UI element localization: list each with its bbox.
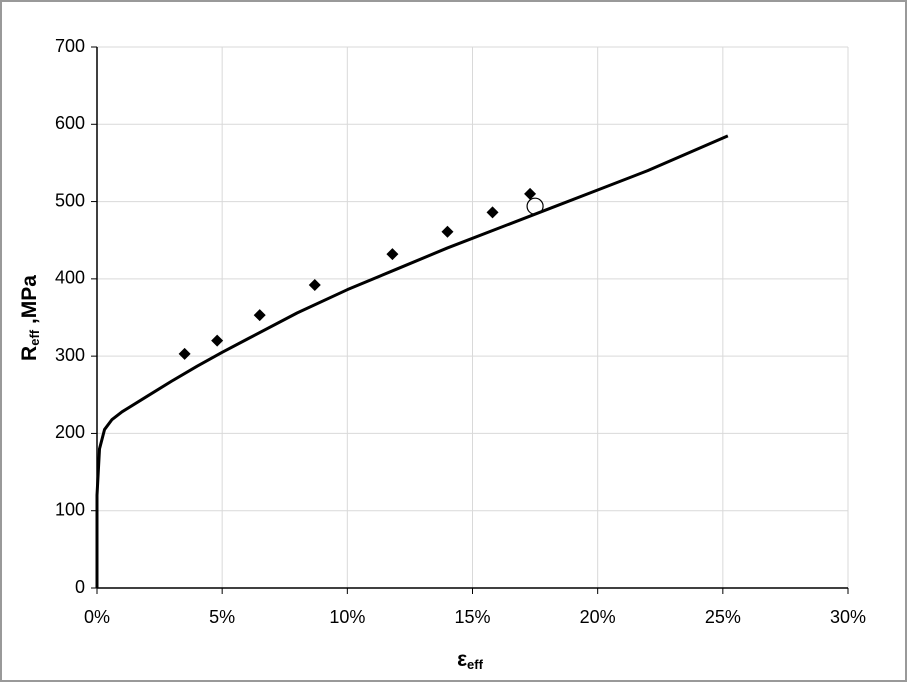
y-tick-label: 200: [55, 422, 85, 442]
diamond-marker: [211, 334, 224, 347]
y-tick-label: 100: [55, 499, 85, 519]
diamond-marker: [524, 187, 537, 200]
y-tick-label: 500: [55, 190, 85, 210]
y-axis-title: Reff ,MPa: [18, 275, 43, 361]
x-tick-label: 10%: [329, 607, 365, 627]
x-tick-label: 30%: [830, 607, 866, 627]
x-tick-label: 25%: [705, 607, 741, 627]
x-tick-label: 15%: [454, 607, 490, 627]
diamond-marker: [308, 279, 321, 292]
diamond-marker: [486, 206, 499, 219]
x-tick-label: 0%: [84, 607, 110, 627]
y-tick-label: 300: [55, 345, 85, 365]
x-tick-label: 5%: [209, 607, 235, 627]
diamond-marker: [441, 225, 454, 238]
x-axis-title: εeff: [457, 648, 484, 673]
diamond-marker: [253, 309, 266, 322]
diamond-marker: [178, 347, 191, 360]
diamond-marker: [386, 248, 399, 261]
y-tick-label: 400: [55, 268, 85, 288]
circle-marker: [526, 197, 544, 215]
x-tick-label: 20%: [580, 607, 616, 627]
y-tick-label: 0: [75, 577, 85, 597]
y-tick-label: 700: [55, 36, 85, 56]
y-tick-label: 600: [55, 113, 85, 133]
